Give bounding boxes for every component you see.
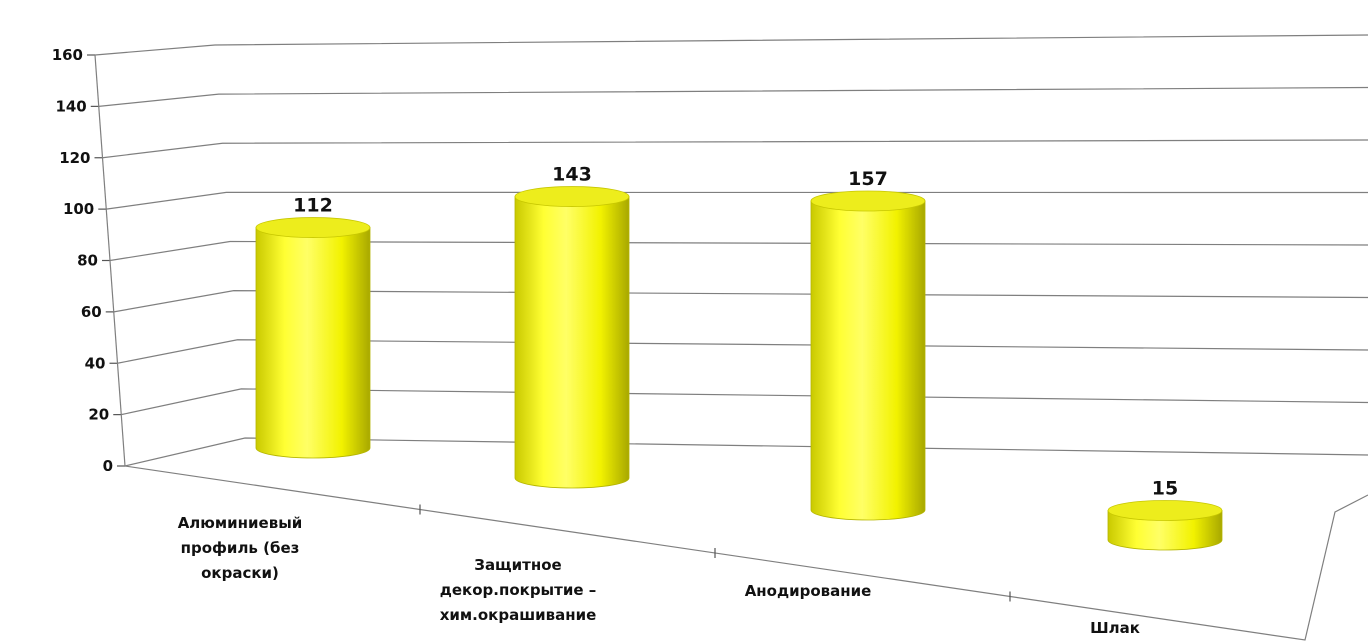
bars: [255, 186, 1223, 551]
x-axis: [124, 465, 1368, 641]
y-tick-label: 80: [77, 252, 98, 270]
category-label: Алюминиевый профиль (без окраски): [178, 514, 303, 582]
category-label: Анодирование: [745, 582, 872, 600]
y-tick-label: 60: [81, 303, 102, 321]
gridline: [94, 34, 1368, 56]
axes: [87, 54, 1368, 641]
y-tick-label: 140: [55, 97, 86, 115]
labels: 0 20 40 60 80 100 120 140 160 112 143 157 15 Алюминие…: [52, 46, 1179, 637]
gridlines: [94, 34, 1368, 467]
y-tick-label: 20: [88, 406, 109, 424]
gridline: [121, 388, 1368, 416]
gridline: [106, 191, 1368, 210]
bar: [255, 217, 371, 459]
y-tick-label: 160: [52, 46, 83, 64]
category-label: Шлак: [1090, 619, 1140, 637]
gridline: [98, 86, 1368, 107]
bar: [810, 190, 926, 521]
gridline: [124, 437, 1368, 467]
gridline: [113, 290, 1368, 313]
category-label: Защитное декор.покрытие – хим.окрашивание: [440, 556, 597, 624]
data-label: 143: [552, 164, 592, 186]
bar: [514, 186, 630, 489]
y-tick-label: 120: [59, 149, 90, 167]
gridline: [109, 240, 1368, 262]
gridline: [117, 339, 1368, 364]
y-tick-label: 40: [85, 354, 106, 372]
gridline: [102, 139, 1368, 159]
y-tick-label: 100: [63, 200, 94, 218]
data-label: 157: [848, 168, 888, 190]
y-axis: [94, 54, 126, 467]
y-tick-label: 0: [103, 457, 113, 475]
bar: [1107, 500, 1223, 551]
data-label: 112: [293, 195, 333, 217]
data-label: 15: [1152, 477, 1178, 499]
